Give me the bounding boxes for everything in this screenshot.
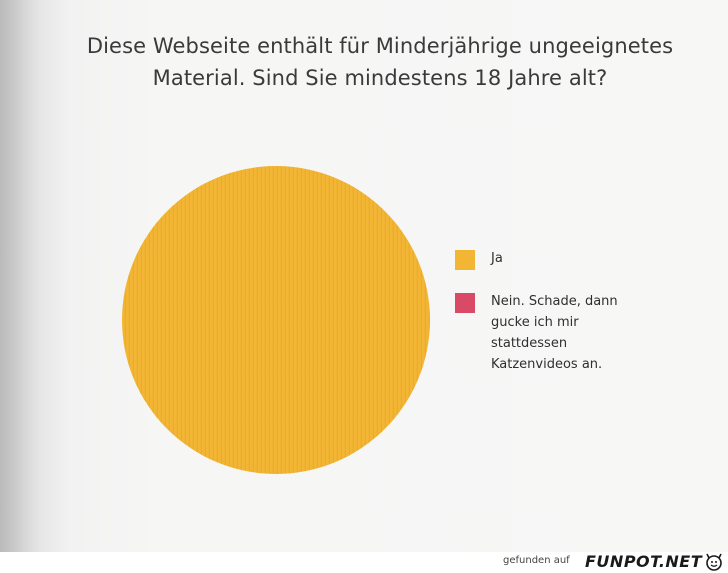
legend-swatch-nein xyxy=(455,293,475,313)
spine-shadow xyxy=(0,0,40,552)
footer-brand[interactable]: FUNPOT.NET xyxy=(585,552,703,571)
legend-item-ja: Ja xyxy=(455,248,655,270)
chart-legend: Ja Nein. Schade, dann gucke ich mir stat… xyxy=(455,248,655,397)
chart-title: Diese Webseite enthält für Minderjährige… xyxy=(40,30,720,94)
chart-title-line-2: Material. Sind Sie mindestens 18 Jahre a… xyxy=(152,66,608,90)
footer-bar: gefunden auf FUNPOT.NET xyxy=(0,552,728,573)
footer-caption: gefunden auf xyxy=(503,555,570,566)
funpot-logo-icon xyxy=(706,553,722,571)
book-page: Diese Webseite enthält für Minderjährige… xyxy=(0,0,728,552)
legend-label-nein: Nein. Schade, dann gucke ich mir stattde… xyxy=(491,294,618,372)
legend-item-nein: Nein. Schade, dann gucke ich mir stattde… xyxy=(455,291,655,375)
pie-slice-ja xyxy=(122,166,430,474)
chart-title-line-1: Diese Webseite enthält für Minderjährige… xyxy=(86,34,674,58)
legend-label-ja: Ja xyxy=(491,251,503,266)
pie-chart xyxy=(122,166,430,474)
legend-swatch-ja xyxy=(455,250,475,270)
